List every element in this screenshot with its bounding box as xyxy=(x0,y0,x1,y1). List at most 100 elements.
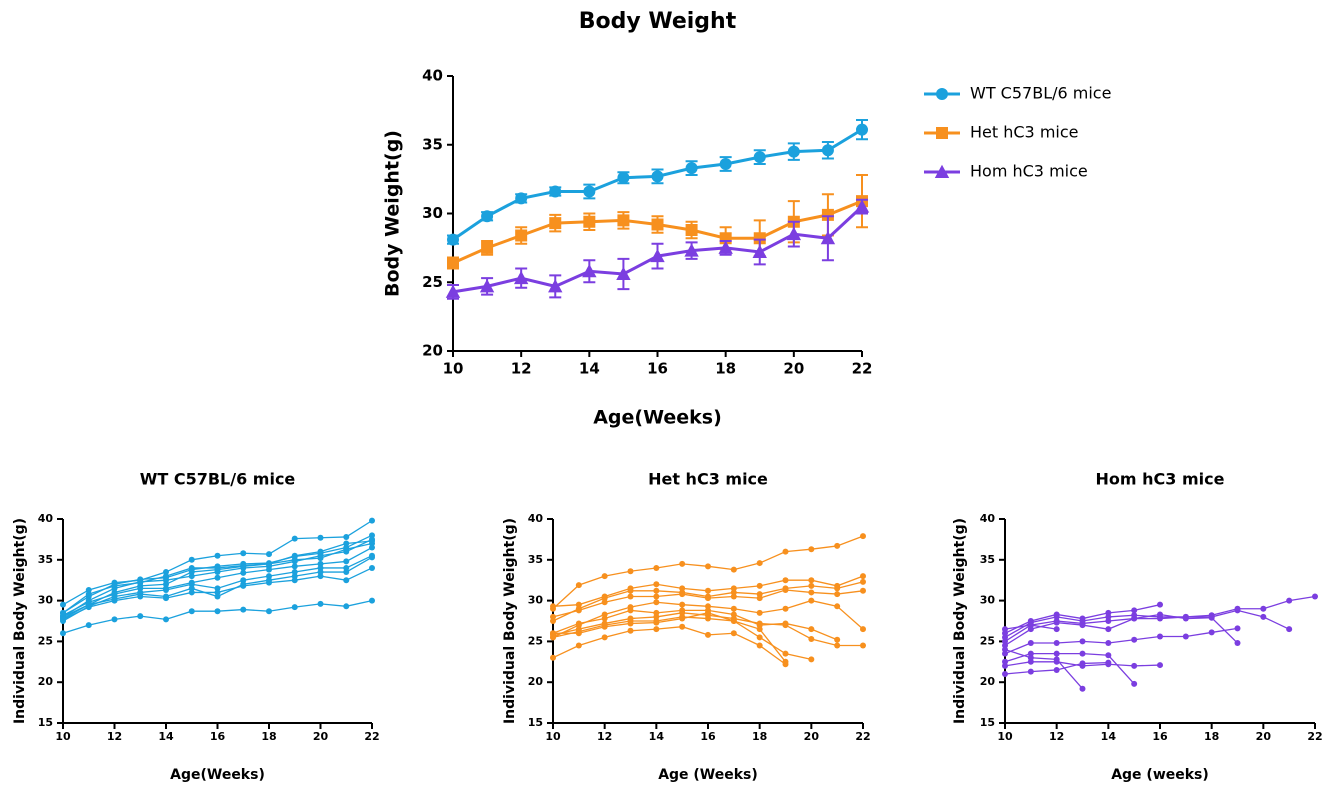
marker xyxy=(782,622,789,629)
marker xyxy=(240,569,247,576)
marker xyxy=(343,569,350,576)
marker xyxy=(756,634,763,641)
x-axis-label: Age (weeks) xyxy=(1111,767,1209,783)
x-tick-label: 18 xyxy=(752,730,767,743)
marker xyxy=(515,229,528,242)
marker xyxy=(137,613,144,620)
marker xyxy=(188,556,195,563)
x-tick-label: 16 xyxy=(210,730,226,743)
marker xyxy=(550,603,556,610)
marker xyxy=(515,192,528,205)
marker xyxy=(808,577,815,584)
marker xyxy=(479,279,495,293)
marker xyxy=(163,595,169,602)
marker xyxy=(705,631,711,638)
marker xyxy=(85,622,92,629)
chart-title: Hom hC3 mice xyxy=(1096,470,1225,489)
y-axis-label: Individual Body Weight(g) xyxy=(502,518,518,724)
marker xyxy=(291,604,298,611)
marker xyxy=(834,585,841,592)
y-tick-label: 35 xyxy=(528,553,543,566)
marker xyxy=(1053,626,1060,633)
y-tick-label: 35 xyxy=(38,553,53,566)
marker xyxy=(753,151,766,164)
marker xyxy=(601,634,608,641)
marker xyxy=(808,582,815,589)
marker xyxy=(550,654,556,661)
marker xyxy=(550,630,556,637)
marker xyxy=(1002,662,1008,669)
y-tick-label: 25 xyxy=(422,273,443,291)
legend-marker xyxy=(936,88,948,100)
x-axis-label: Age(Weeks) xyxy=(170,767,265,783)
marker xyxy=(854,199,870,213)
series-line xyxy=(62,599,373,634)
marker xyxy=(214,589,221,596)
marker xyxy=(1131,662,1138,669)
y-tick-label: 40 xyxy=(422,67,443,85)
marker xyxy=(1131,615,1138,622)
marker xyxy=(627,627,634,634)
marker xyxy=(756,560,763,567)
y-tick-label: 15 xyxy=(38,716,53,729)
marker xyxy=(782,658,789,665)
marker xyxy=(730,566,737,573)
y-tick-label: 35 xyxy=(422,135,443,153)
marker xyxy=(60,630,66,637)
marker xyxy=(317,555,324,562)
marker xyxy=(860,573,866,580)
marker xyxy=(317,548,324,555)
marker xyxy=(60,601,66,608)
marker xyxy=(719,158,732,170)
marker xyxy=(317,600,324,607)
marker xyxy=(214,552,221,559)
y-tick-label: 30 xyxy=(980,594,996,607)
x-tick-label: 14 xyxy=(1101,730,1117,743)
x-tick-label: 12 xyxy=(511,360,532,378)
marker xyxy=(550,613,556,620)
marker xyxy=(756,642,763,649)
marker xyxy=(718,240,733,254)
marker xyxy=(317,573,324,580)
legend-label: WT C57BL/6 mice xyxy=(970,84,1111,103)
marker xyxy=(860,578,866,585)
x-tick-label: 10 xyxy=(55,730,71,743)
marker xyxy=(756,620,763,627)
marker xyxy=(627,607,634,614)
marker xyxy=(214,608,221,615)
x-tick-label: 14 xyxy=(649,730,665,743)
marker xyxy=(549,217,562,230)
marker xyxy=(679,601,686,608)
marker xyxy=(856,123,868,136)
marker xyxy=(575,582,582,589)
y-tick-label: 20 xyxy=(38,675,54,688)
marker xyxy=(685,162,698,175)
y-tick-label: 40 xyxy=(38,512,54,525)
marker xyxy=(343,533,350,540)
marker xyxy=(1105,652,1112,659)
x-tick-label: 18 xyxy=(1204,730,1219,743)
legend-marker xyxy=(934,164,950,178)
marker xyxy=(111,597,118,604)
marker xyxy=(163,573,169,580)
marker xyxy=(575,607,582,614)
marker xyxy=(730,630,737,637)
y-tick-label: 20 xyxy=(528,675,544,688)
y-tick-label: 25 xyxy=(980,634,995,647)
marker xyxy=(343,558,350,565)
marker xyxy=(627,593,634,600)
marker xyxy=(447,257,459,269)
y-tick-label: 30 xyxy=(528,594,544,607)
marker xyxy=(1053,666,1060,673)
marker xyxy=(137,593,144,600)
marker xyxy=(369,554,375,561)
x-tick-label: 18 xyxy=(715,360,736,378)
marker xyxy=(650,248,665,263)
series-line xyxy=(1004,613,1238,647)
marker xyxy=(756,626,763,633)
marker xyxy=(583,215,596,228)
marker xyxy=(85,604,92,611)
marker xyxy=(1131,607,1138,614)
